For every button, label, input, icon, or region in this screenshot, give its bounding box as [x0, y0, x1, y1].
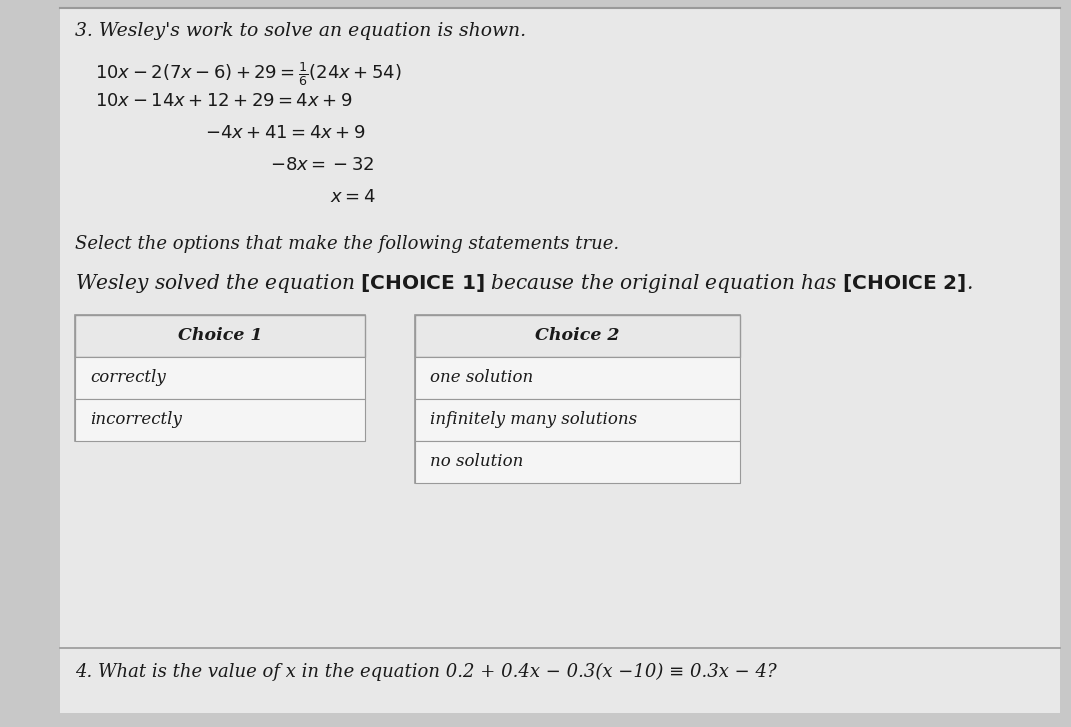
Text: Select the options that make the following statements true.: Select the options that make the followi…	[75, 235, 619, 253]
Bar	[414, 399, 740, 441]
Bar	[75, 315, 365, 357]
Text: Choice 2: Choice 2	[536, 327, 620, 345]
Text: 4. What is the value of x in the equation 0.2 + 0.4x − 0.3(x −10) ≡ 0.3x − 4?: 4. What is the value of x in the equatio…	[75, 663, 776, 681]
Text: Choice 1: Choice 1	[178, 327, 262, 345]
Text: $10x - 14x + 12 + 29 = 4x + 9$: $10x - 14x + 12 + 29 = 4x + 9$	[95, 92, 352, 110]
Text: incorrectly: incorrectly	[90, 411, 182, 428]
Text: infinitely many solutions: infinitely many solutions	[429, 411, 637, 428]
Bar	[414, 441, 740, 483]
Text: one solution: one solution	[429, 369, 533, 387]
Bar	[414, 315, 740, 483]
Text: $x = 4$: $x = 4$	[330, 188, 376, 206]
Text: Wesley solved the equation $\bf{[CHOICE\ 1]}$ because the original equation has : Wesley solved the equation $\bf{[CHOICE\…	[75, 272, 972, 295]
Bar	[414, 315, 740, 357]
Text: $-8x = -32$: $-8x = -32$	[270, 156, 375, 174]
Bar	[414, 357, 740, 399]
Bar	[75, 315, 365, 441]
Text: $-4x + 41 = 4x + 9$: $-4x + 41 = 4x + 9$	[205, 124, 365, 142]
Bar	[75, 357, 365, 399]
Text: correctly: correctly	[90, 369, 166, 387]
Text: $10x - 2(7x - 6) + 29 = \frac{1}{6}(24x + 54)$: $10x - 2(7x - 6) + 29 = \frac{1}{6}(24x …	[95, 60, 402, 88]
Bar	[75, 399, 365, 441]
Text: no solution: no solution	[429, 454, 524, 470]
Text: 3. Wesley's work to solve an equation is shown.: 3. Wesley's work to solve an equation is…	[75, 22, 526, 40]
